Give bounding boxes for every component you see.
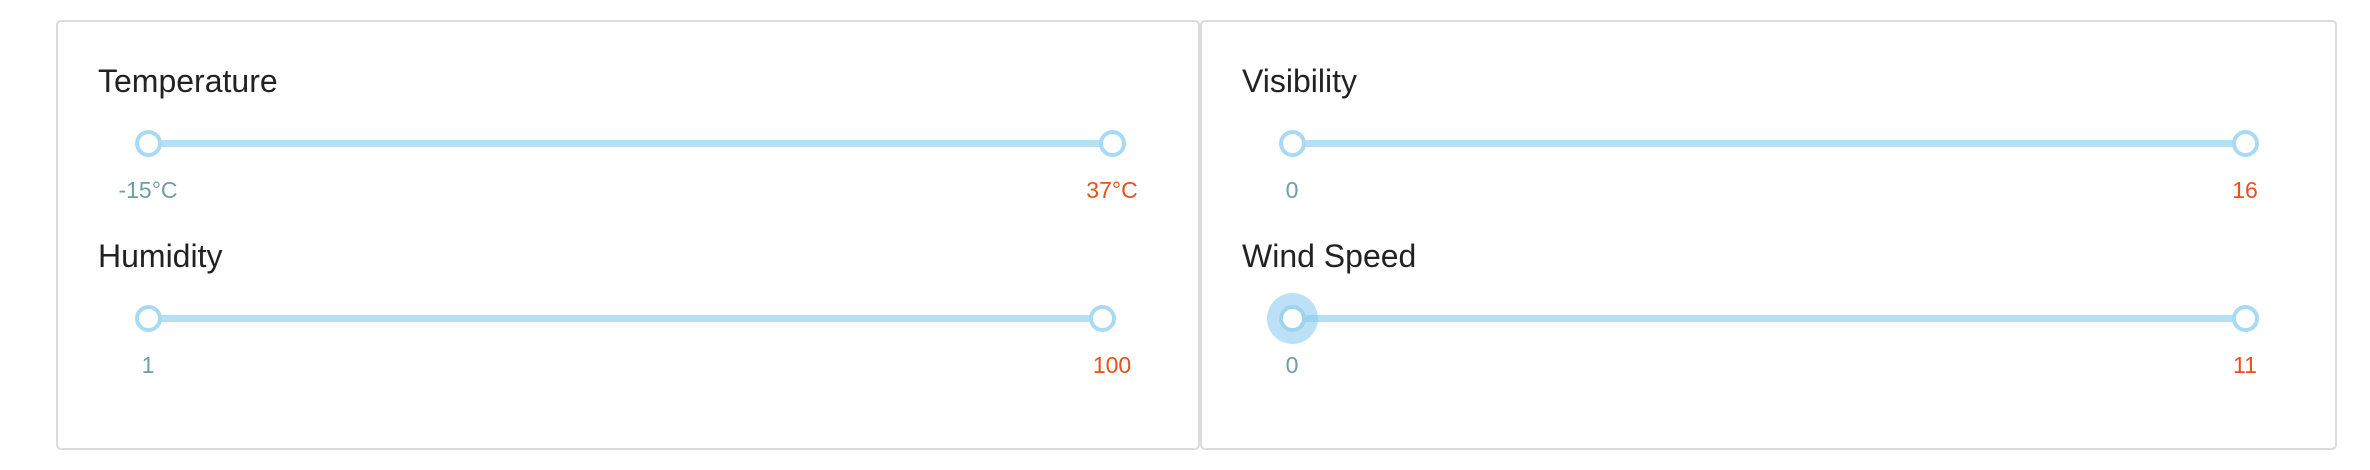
right-filter-panel: Visibility 0 16 Wind Speed 0 11 <box>1200 20 2337 450</box>
wind-speed-label: Wind Speed <box>1242 238 1417 274</box>
wind-speed-min-value: 0 <box>1285 352 1299 378</box>
temperature-min-value: -15°C <box>118 177 178 203</box>
temperature-slider-track[interactable] <box>148 140 1112 147</box>
temperature-filter: Temperature -15°C 37°C <box>98 65 1158 225</box>
humidity-slider-track[interactable] <box>148 315 1102 322</box>
humidity-min-value: 1 <box>141 352 155 378</box>
wind-speed-max-value: 11 <box>2233 352 2257 378</box>
humidity-filter: Humidity 1 100 <box>98 240 1158 400</box>
wind-speed-max-handle[interactable] <box>2231 305 2259 332</box>
visibility-filter: Visibility 0 16 <box>1242 65 2295 225</box>
left-filter-panel: Temperature -15°C 37°C Humidity 1 100 <box>56 20 1200 450</box>
humidity-max-value: 100 <box>1092 352 1132 378</box>
humidity-max-handle[interactable] <box>1088 305 1116 332</box>
visibility-max-value: 16 <box>2232 177 2258 203</box>
temperature-label: Temperature <box>98 63 278 99</box>
wind-speed-min-handle[interactable] <box>1278 305 1306 332</box>
temperature-max-value: 37°C <box>1086 177 1138 203</box>
humidity-min-handle[interactable] <box>134 305 162 332</box>
temperature-min-handle[interactable] <box>134 130 162 157</box>
visibility-max-handle[interactable] <box>2231 130 2259 157</box>
visibility-min-value: 0 <box>1285 177 1299 203</box>
wind-speed-slider-track[interactable] <box>1292 315 2245 322</box>
visibility-min-handle[interactable] <box>1278 130 1306 157</box>
visibility-label: Visibility <box>1242 63 1357 99</box>
visibility-slider-track[interactable] <box>1292 140 2245 147</box>
wind-speed-filter: Wind Speed 0 11 <box>1242 240 2295 400</box>
humidity-label: Humidity <box>98 238 223 274</box>
temperature-max-handle[interactable] <box>1098 130 1126 157</box>
